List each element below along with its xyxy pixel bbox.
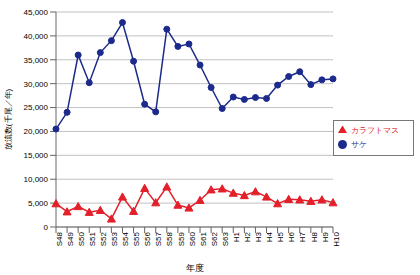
svg-text:15,000: 15,000 xyxy=(24,151,49,160)
svg-text:0: 0 xyxy=(44,223,49,232)
svg-text:H2: H2 xyxy=(243,231,252,242)
svg-text:S61: S61 xyxy=(199,231,208,246)
svg-text:H3: H3 xyxy=(254,231,263,242)
svg-text:S55: S55 xyxy=(132,231,141,246)
svg-text:20,000: 20,000 xyxy=(24,127,49,136)
svg-text:S53: S53 xyxy=(110,231,119,246)
svg-text:S57: S57 xyxy=(154,231,163,246)
svg-text:S54: S54 xyxy=(121,231,130,246)
svg-text:放流数(千尾／年): 放流数(千尾／年) xyxy=(8,89,13,151)
svg-text:H5: H5 xyxy=(276,231,285,242)
svg-text:S62: S62 xyxy=(210,231,219,246)
svg-text:S56: S56 xyxy=(143,231,152,246)
svg-text:S59: S59 xyxy=(177,231,186,246)
svg-text:S51: S51 xyxy=(88,231,97,246)
svg-text:H1: H1 xyxy=(232,231,241,242)
svg-text:H4: H4 xyxy=(265,231,274,242)
svg-text:40,000: 40,000 xyxy=(24,32,49,41)
svg-text:年度: 年度 xyxy=(186,263,204,273)
svg-text:30,000: 30,000 xyxy=(24,80,49,89)
html-text:サケ: サケ xyxy=(351,139,367,149)
svg-text:25,000: 25,000 xyxy=(24,103,49,112)
svg-text:S60: S60 xyxy=(188,231,197,246)
svg-text:S49: S49 xyxy=(66,231,75,246)
html-text:カラフトマス: カラフトマス xyxy=(351,125,399,135)
svg-text:S50: S50 xyxy=(77,231,86,246)
svg-text:5,000: 5,000 xyxy=(28,199,49,208)
svg-text:S48: S48 xyxy=(55,231,64,246)
svg-text:S58: S58 xyxy=(165,231,174,246)
svg-text:10,000: 10,000 xyxy=(24,175,49,184)
svg-text:H6: H6 xyxy=(287,231,296,242)
svg-text:H8: H8 xyxy=(310,231,319,242)
svg-text:35,000: 35,000 xyxy=(24,56,49,65)
svg-text:45,000: 45,000 xyxy=(24,8,49,17)
svg-text:H7: H7 xyxy=(298,231,307,242)
svg-text:S52: S52 xyxy=(99,231,108,246)
svg-text:H9: H9 xyxy=(321,231,330,242)
svg-text:S63: S63 xyxy=(221,231,230,246)
svg-text:H10: H10 xyxy=(332,231,341,246)
